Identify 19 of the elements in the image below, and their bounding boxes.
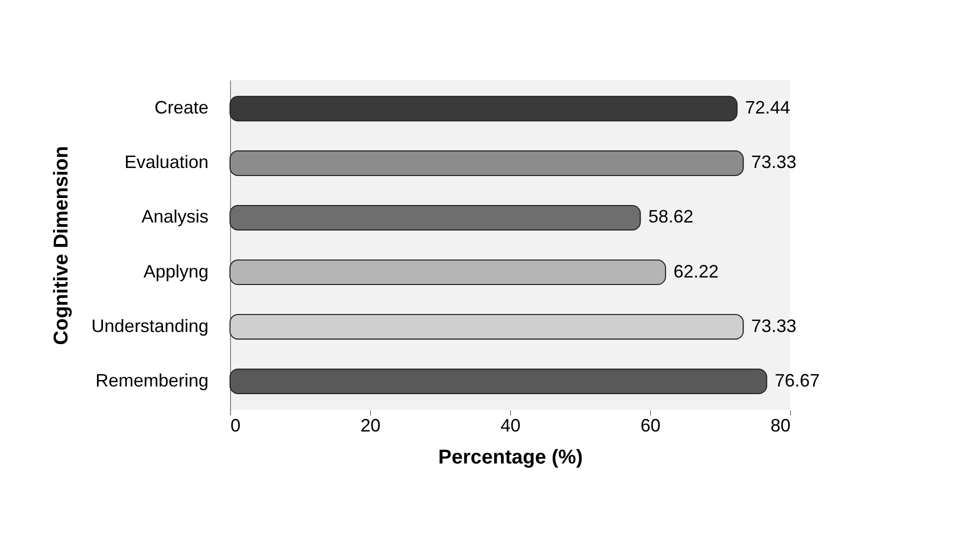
x-tick-label: 60 <box>640 416 661 436</box>
x-tick-label: 0 <box>230 416 241 436</box>
data-label: 73.33 <box>751 152 796 172</box>
x-axis-title: Percentage (%) <box>438 446 583 468</box>
y-tick-label: Understanding <box>91 316 208 336</box>
y-tick-label: Evaluation <box>124 152 208 172</box>
x-tick-label: 20 <box>360 416 381 436</box>
data-label: 76.67 <box>774 370 820 390</box>
y-axis-title: Cognitive Dimension <box>50 146 72 345</box>
data-label: 62.22 <box>674 261 719 282</box>
y-tick-label: Remembering <box>95 370 208 390</box>
y-tick-label: Analysis <box>141 206 208 227</box>
data-label: 72.44 <box>745 98 790 118</box>
y-tick-label: Applyng <box>143 261 208 282</box>
data-label: 73.33 <box>751 316 796 336</box>
x-tick-label: 40 <box>500 416 521 436</box>
data-label: 58.62 <box>648 206 694 227</box>
x-tick-label: 80 <box>770 416 790 436</box>
y-tick-label: Create <box>154 98 208 118</box>
